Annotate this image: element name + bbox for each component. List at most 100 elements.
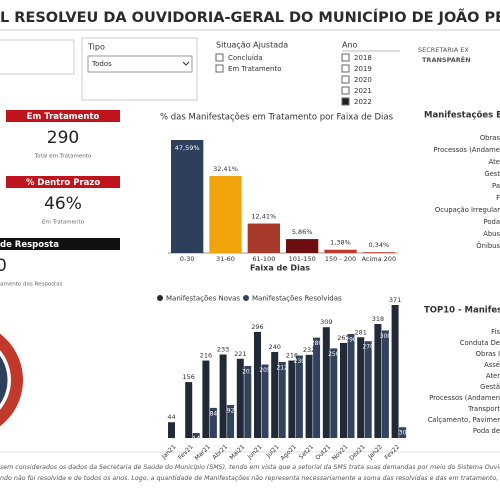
checkbox-label: Em Tratamento	[228, 65, 282, 73]
bar	[171, 140, 204, 253]
checkbox-label: 2022	[354, 98, 372, 106]
list-item: Transport	[467, 405, 500, 413]
data-label: 233	[217, 345, 229, 353]
column	[381, 330, 389, 438]
data-label: 309	[320, 318, 332, 326]
column	[192, 432, 200, 438]
legend-label: Manifestações Novas	[166, 295, 240, 303]
column	[261, 364, 269, 438]
x-tick-label: 101-150	[289, 255, 316, 263]
column	[305, 354, 313, 438]
card-value: 46%	[44, 194, 82, 214]
data-label: 14	[192, 435, 200, 442]
legend-label: Manifestações Resolvidas	[252, 295, 342, 303]
data-label: 0,34%	[369, 241, 390, 249]
column	[185, 382, 193, 438]
list-item: Fis	[491, 328, 500, 336]
dropdown[interactable]	[0, 39, 75, 75]
footnote: ndo não foi resolvida e de todos os anos…	[0, 474, 500, 482]
data-label: 47,59%	[175, 144, 200, 152]
list-item: Assé	[484, 361, 500, 369]
column	[399, 427, 407, 438]
card-header-text: de Resposta	[0, 240, 59, 250]
filter-label: Situação Ajustada	[216, 41, 288, 50]
list-item: Processos (Andamen	[429, 394, 500, 402]
column	[391, 305, 399, 438]
checkbox-label: 2018	[354, 54, 372, 62]
checkbox[interactable]	[215, 53, 224, 62]
x-tick-label: 0-30	[180, 255, 195, 263]
data-label: 32,41%	[213, 165, 238, 173]
data-label: 232	[303, 346, 315, 354]
x-tick-label: 150 - 200	[325, 255, 356, 263]
checkbox[interactable]	[341, 64, 350, 73]
column	[209, 407, 217, 438]
column	[313, 337, 321, 438]
checkbox[interactable]	[341, 75, 350, 84]
list-title: TOP10 - Manifest	[424, 306, 500, 316]
data-label: 290	[345, 337, 357, 344]
column	[254, 331, 261, 438]
column	[236, 358, 244, 438]
page-title: L RESOLVEU DA OUVIDORIA-GERAL DO MUNICÍP…	[0, 9, 500, 26]
list-title: Manifestações Em	[424, 111, 500, 121]
filter-label: Ano	[342, 41, 358, 50]
donut-ring	[0, 355, 8, 405]
card-caption: Em Tratamento	[42, 220, 85, 226]
card-header-text: % Dentro Prazo	[26, 178, 101, 188]
column	[322, 327, 330, 438]
data-label: 280	[311, 340, 323, 347]
list-item: Ocupação Irregular	[435, 206, 500, 214]
axis-label: Faixa de Dias	[250, 264, 310, 273]
list-item: Calçamento, Pavimer	[428, 416, 500, 424]
footnote: sem considerados os dados da Secretaria …	[0, 463, 500, 471]
card-header	[6, 176, 120, 188]
bar	[324, 249, 357, 253]
x-tick-label: Acima 200	[362, 255, 397, 263]
column	[227, 405, 235, 438]
list-item: Obras	[480, 134, 500, 142]
column	[347, 334, 355, 438]
column	[278, 362, 286, 438]
list-item: Poda de	[473, 427, 500, 435]
x-tick-label: 61-100	[252, 255, 275, 263]
x-tick-label: 31-60	[216, 255, 235, 263]
legend-marker	[243, 295, 249, 301]
filter-label: Tipo	[87, 43, 105, 52]
card-header-text: Em Tratamento	[27, 112, 100, 122]
checkbox-label: 2019	[354, 65, 372, 73]
checkbox[interactable]	[215, 64, 224, 73]
data-label: 221	[234, 350, 246, 358]
data-label: 5,86%	[292, 228, 313, 236]
column	[202, 360, 210, 438]
card-header	[0, 238, 120, 250]
bar	[362, 252, 395, 253]
data-label: 371	[389, 296, 401, 304]
data-label: 300	[380, 333, 392, 340]
column	[340, 343, 347, 438]
data-label: 216	[200, 352, 212, 360]
logo-text: TRANSPARÊN	[422, 55, 471, 64]
data-label: 1,38%	[330, 239, 351, 247]
card-header	[6, 110, 120, 122]
list-item: Conduta De	[460, 339, 500, 347]
column	[288, 360, 296, 438]
checkbox[interactable]	[341, 97, 350, 106]
dropdown[interactable]	[87, 55, 193, 73]
logo-text: SECRETARIA EX	[418, 46, 469, 54]
checkbox[interactable]	[341, 53, 350, 62]
card-value: 290	[47, 128, 79, 148]
data-label: 296	[251, 323, 263, 331]
list-item: Ate	[489, 158, 500, 166]
data-label: 44	[167, 413, 175, 421]
list-item: Gestã	[480, 383, 500, 391]
checkbox-label: Concluída	[228, 54, 263, 62]
data-label: 230	[294, 358, 306, 365]
list-item: Ater	[486, 372, 500, 380]
dropdown-value: Todos	[91, 60, 112, 68]
list-item: Ônibus	[476, 241, 500, 250]
checkbox[interactable]	[341, 86, 350, 95]
column	[271, 351, 279, 438]
column	[374, 324, 382, 438]
